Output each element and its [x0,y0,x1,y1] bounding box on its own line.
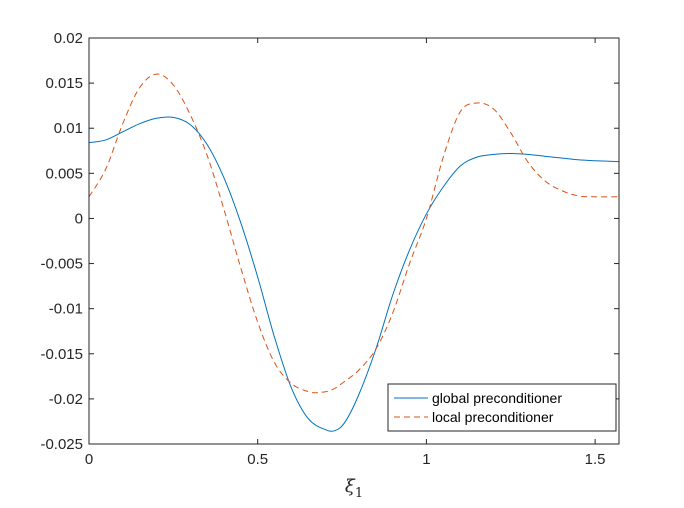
x-axis-label: ξ1 [345,476,363,501]
x-tick-label: 0 [85,451,93,468]
legend-label-0: global preconditioner [432,390,562,406]
plot-frame [88,37,620,445]
x-tick-label: 0.5 [247,451,268,468]
y-tick-label: 0 [75,210,83,227]
tick-layer: 0 0.5 1 1.5 -0.025 -0.02 -0.015 -0.01 -0.005 0 0.0… [40,30,619,468]
series-layer [89,73,619,432]
y-tick-label: 0.01 [54,120,83,137]
series-line-1 [89,73,619,394]
x-tick-label: 1 [422,451,430,468]
y-tick-label: -0.005 [40,256,83,273]
legend-label-1: local preconditioner [432,409,554,425]
y-tick-label: -0.015 [40,346,83,363]
y-tick-label: 0.02 [54,30,83,47]
x-axis-label-subscript: 1 [355,486,363,501]
x-tick-label: 1.5 [585,451,606,468]
legend-box [387,383,617,432]
y-tick-label: 0.005 [45,165,83,182]
x-axis-label-main: ξ [345,476,356,497]
legend: global preconditioner local preconditione… [387,383,617,432]
y-tick-label: 0.015 [45,75,83,92]
y-tick-label: -0.01 [49,301,83,318]
y-tick-label: -0.025 [40,436,83,453]
y-tick-label: -0.02 [49,391,83,408]
